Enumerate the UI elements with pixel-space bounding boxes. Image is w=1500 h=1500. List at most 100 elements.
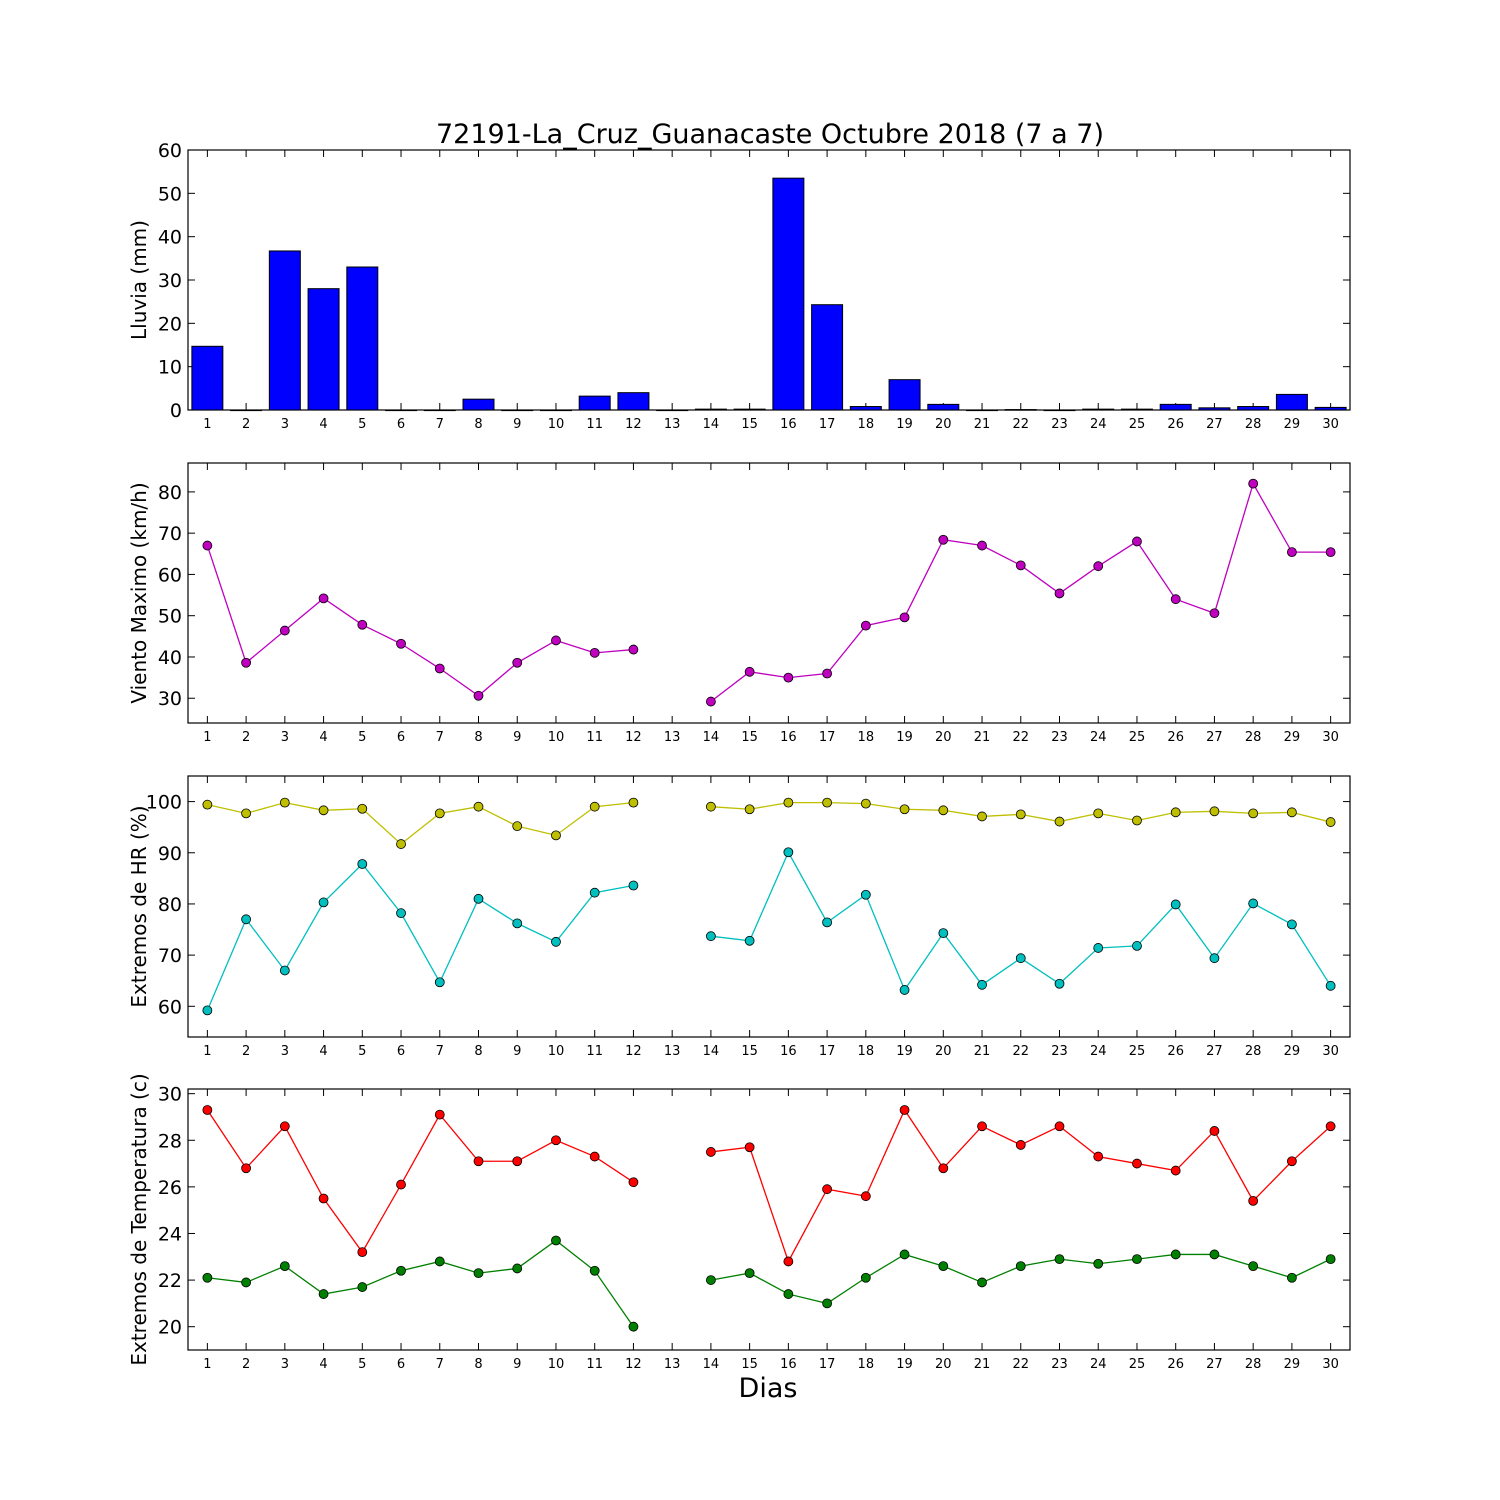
x-tick-label: 21	[974, 730, 991, 745]
series-line	[206, 1108, 1332, 1264]
data-point	[589, 647, 600, 658]
x-tick-label: 9	[513, 1357, 521, 1372]
series-line	[207, 801, 1331, 845]
data-point	[434, 1256, 445, 1267]
data-point	[241, 1163, 252, 1174]
x-tick-label: 26	[1167, 1357, 1184, 1372]
x-tick-label: 17	[819, 1357, 836, 1372]
x-tick-label: 18	[858, 417, 875, 432]
bar	[1275, 393, 1308, 411]
data-point	[1054, 816, 1065, 827]
data-point	[473, 1268, 484, 1278]
bar	[733, 408, 766, 411]
bar	[694, 408, 727, 411]
data-point	[1015, 1261, 1026, 1272]
y-tick-label: 50	[158, 606, 182, 628]
data-point	[1170, 1249, 1181, 1260]
y-tick-label: 26	[158, 1177, 182, 1199]
x-tick-label: 13	[664, 1044, 681, 1059]
data-point	[473, 801, 484, 812]
x-tick-label: 21	[974, 1357, 991, 1372]
data-point	[357, 859, 368, 869]
x-tick-label: 6	[397, 417, 405, 432]
data-point	[1248, 808, 1259, 819]
bar	[307, 288, 340, 411]
bar	[1314, 406, 1347, 411]
x-tick-label: 4	[319, 1357, 327, 1372]
y-tick-label: 80	[158, 894, 182, 916]
data-point	[860, 1191, 871, 1202]
series-line	[206, 850, 1332, 1011]
y-tick-label: 100	[146, 792, 182, 814]
data-point	[434, 977, 445, 988]
x-tick-label: 27	[1206, 417, 1223, 432]
data-point	[318, 1193, 329, 1204]
data-point	[551, 936, 561, 947]
data-point	[938, 928, 949, 939]
data-point	[1325, 1254, 1336, 1265]
y-tick-label: 24	[158, 1223, 182, 1245]
data-point	[1015, 1140, 1026, 1150]
bar	[1159, 403, 1192, 411]
x-tick-label: 29	[1284, 730, 1301, 745]
y-tick-label: 22	[158, 1270, 182, 1292]
x-tick-label: 28	[1245, 417, 1262, 432]
data-point	[899, 1249, 910, 1260]
x-tick-label: 12	[625, 730, 642, 745]
bar	[966, 409, 999, 412]
data-point	[396, 1265, 406, 1276]
x-tick-label: 4	[319, 730, 327, 745]
data-point	[551, 1135, 561, 1146]
data-point	[551, 830, 561, 841]
x-tick-label: 30	[1322, 730, 1339, 745]
x-tick-label: 2	[242, 417, 250, 432]
data-point	[822, 917, 832, 928]
x-tick-label: 20	[935, 417, 952, 432]
x-tick-label: 4	[319, 1044, 327, 1059]
bar	[1198, 407, 1231, 411]
y-tick-label: 10	[158, 357, 182, 379]
x-tick-label: 2	[242, 1357, 250, 1372]
data-point	[279, 1261, 290, 1272]
data-point	[318, 1289, 329, 1299]
bar	[656, 409, 689, 412]
data-point	[202, 1272, 213, 1283]
x-tick-label: 15	[741, 1357, 758, 1372]
series-line	[206, 481, 1331, 703]
x-tick-label: 9	[513, 1044, 521, 1059]
data-point	[1248, 898, 1259, 909]
data-point	[1093, 1258, 1104, 1269]
data-point	[1325, 980, 1336, 991]
data-point	[938, 534, 949, 545]
x-tick-label: 20	[935, 1357, 952, 1372]
data-point	[1054, 1254, 1065, 1265]
x-tick-label: 8	[474, 1044, 482, 1059]
data-point	[396, 908, 406, 919]
x-tick-label: 1	[203, 730, 211, 745]
x-tick-label: 7	[436, 1357, 444, 1372]
x-tick-label: 5	[358, 1044, 366, 1059]
data-point	[589, 801, 600, 812]
data-point	[1093, 808, 1104, 819]
data-point	[1287, 1272, 1297, 1283]
data-point	[1248, 478, 1259, 489]
data-point	[318, 805, 329, 816]
data-point	[860, 620, 871, 631]
x-tick-label: 24	[1090, 417, 1107, 432]
data-point	[241, 657, 252, 668]
data-point	[1325, 817, 1336, 827]
x-tick-label: 29	[1284, 1044, 1301, 1059]
x-tick-label: 8	[474, 1357, 482, 1372]
y-tick-label: 60	[158, 996, 182, 1018]
data-point	[1054, 588, 1065, 599]
x-tick-label: 23	[1051, 417, 1068, 432]
data-point	[551, 1235, 561, 1246]
data-point	[241, 914, 252, 925]
x-tick-label: 19	[896, 1044, 913, 1059]
x-tick-label: 27	[1206, 730, 1223, 745]
y-tick-label: 80	[158, 482, 182, 504]
x-tick-label: 12	[625, 1044, 642, 1059]
data-point	[706, 1275, 716, 1285]
x-tick-label: 7	[436, 1044, 444, 1059]
